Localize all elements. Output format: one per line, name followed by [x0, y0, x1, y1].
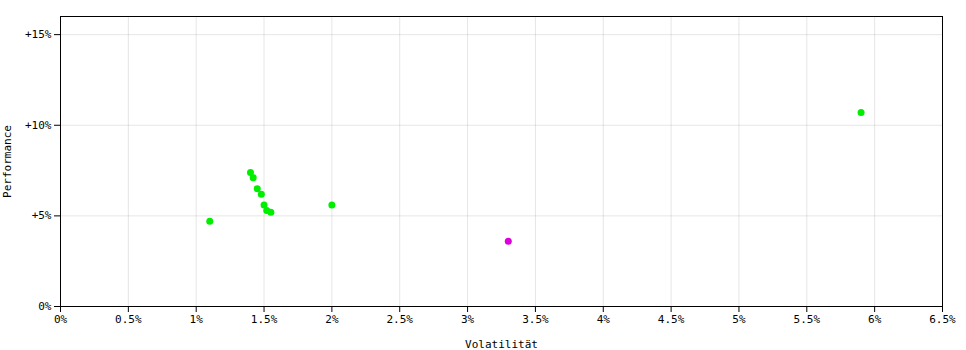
svg-text:4%: 4% [597, 313, 611, 326]
svg-text:Performance: Performance [1, 125, 14, 198]
svg-text:0.5%: 0.5% [115, 313, 142, 326]
svg-text:5.5%: 5.5% [794, 313, 821, 326]
svg-text:2%: 2% [325, 313, 339, 326]
svg-text:4.5%: 4.5% [658, 313, 685, 326]
svg-text:6.5%: 6.5% [929, 313, 956, 326]
svg-text:+10%: +10% [25, 119, 52, 132]
svg-text:1%: 1% [190, 313, 204, 326]
svg-text:6%: 6% [868, 313, 882, 326]
svg-text:0%: 0% [54, 313, 68, 326]
svg-text:3.5%: 3.5% [522, 313, 549, 326]
svg-text:0%: 0% [38, 300, 52, 313]
svg-text:3%: 3% [461, 313, 475, 326]
svg-text:5%: 5% [732, 313, 746, 326]
svg-text:+15%: +15% [25, 28, 52, 41]
svg-text:1.5%: 1.5% [251, 313, 278, 326]
svg-text:Volatilität: Volatilität [465, 338, 538, 350]
svg-text:2.5%: 2.5% [386, 313, 413, 326]
svg-text:+5%: +5% [32, 209, 52, 222]
